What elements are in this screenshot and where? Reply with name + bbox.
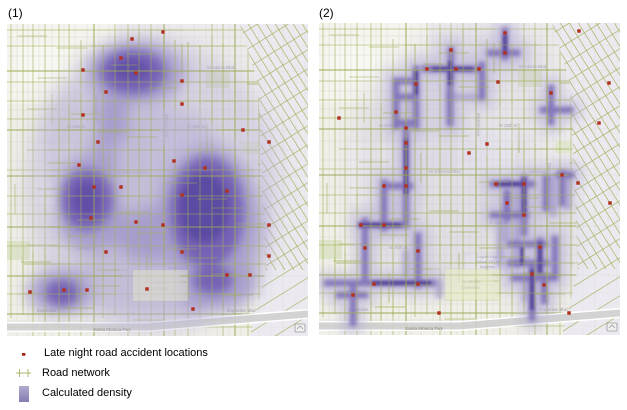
svg-text:Santa Monica Fwy: Santa Monica Fwy — [93, 327, 131, 332]
svg-text:Exposition Blvd: Exposition Blvd — [227, 308, 256, 313]
svg-text:Santa Monica Fwy: Santa Monica Fwy — [405, 326, 443, 331]
